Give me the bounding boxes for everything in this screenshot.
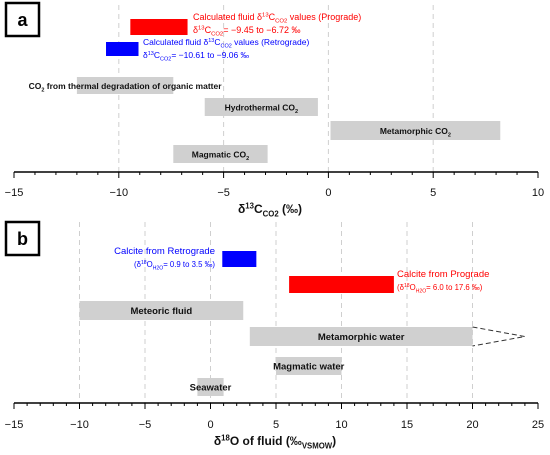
bar-metamorphic: [249, 327, 473, 346]
x-tick-label: 0: [325, 187, 331, 199]
note-retrograde-line1: Calcite from Retrograde: [114, 246, 215, 257]
note-prograde-line1: Calculated fluid δ13CCO2 values (Prograd…: [193, 12, 361, 25]
bar-metamorphic: [330, 121, 501, 140]
bar-magmatic: [173, 145, 268, 163]
bar-magmatic: [276, 357, 342, 375]
note-prograde-line2: (δ18OH2O= 6.0 to 17.6 ‰): [397, 283, 483, 294]
x-tick-label: −5: [139, 419, 152, 431]
bar-label-magmatic: Magmatic water: [273, 362, 345, 373]
note-retrograde-line2: δ13CCO2= −10.61 to −9.06 ‰: [143, 50, 250, 63]
bar-retrograde: [222, 251, 257, 267]
x-tick-label: −15: [5, 419, 24, 431]
x-tick-label: 10: [335, 419, 347, 431]
bar-label-hydrothermal: Hydrothermal CO2: [225, 103, 298, 116]
bar-label-meteoric: Meteoric fluid: [130, 306, 192, 317]
note-retrograde-line1: Calculated fluid δ13CCO2 values (Retrogr…: [143, 37, 309, 50]
bar-extension-metamorphic: [472, 326, 525, 347]
x-tick-label: −15: [5, 187, 24, 199]
bar-label-organic: CO2 from thermal degradation of organic …: [29, 81, 223, 94]
bar-label-metamorphic: Metamorphic water: [318, 332, 405, 343]
bar-prograde: [289, 276, 394, 293]
bar-hydrothermal: [204, 98, 318, 116]
x-tick-label: 0: [207, 419, 213, 431]
x-tick-label: 5: [273, 419, 279, 431]
panel-b-letter-box: b: [4, 220, 41, 257]
x-tick-label: 5: [430, 187, 436, 199]
bar-label-metamorphic: Metamorphic CO2: [380, 126, 451, 139]
x-tick-label: 20: [466, 419, 478, 431]
panel-a-letter: a: [17, 10, 28, 30]
panel-b-letter: b: [17, 229, 28, 249]
x-axis-title: δ18O of fluid (‰VSMOW): [214, 433, 336, 450]
bar-organic: [76, 77, 174, 94]
x-tick-label: 15: [401, 419, 413, 431]
note-prograde-line1: Calcite from Prograde: [397, 269, 489, 280]
bar-label-magmatic: Magmatic CO2: [192, 150, 249, 163]
note-retrograde-line2: (δ18OH2O= 0.9 to 3.5 ‰): [134, 260, 215, 271]
x-tick-label: −10: [109, 187, 128, 199]
bar-label-seawater: Seawater: [190, 383, 232, 394]
bar-meteoric: [79, 301, 244, 320]
x-tick-label: −10: [70, 419, 89, 431]
panel-a-letter-box: a: [4, 1, 41, 38]
bar-prograde: [130, 19, 188, 35]
bar-seawater: [197, 378, 224, 396]
note-prograde-line2: δ13CCO2= −9.45 to −6.72 ‰: [193, 25, 301, 38]
x-tick-label: 10: [532, 187, 544, 199]
x-tick-label: −5: [217, 187, 230, 199]
bar-retrograde: [106, 42, 139, 56]
x-tick-label: 25: [532, 419, 544, 431]
panel-b: Meteoric fluid Metamorphic water Magmatic …: [5, 222, 544, 451]
panel-a: CO2 from thermal degradation of organic …: [5, 5, 544, 219]
x-axis-title: δ13CCO2 (‰): [238, 201, 302, 218]
